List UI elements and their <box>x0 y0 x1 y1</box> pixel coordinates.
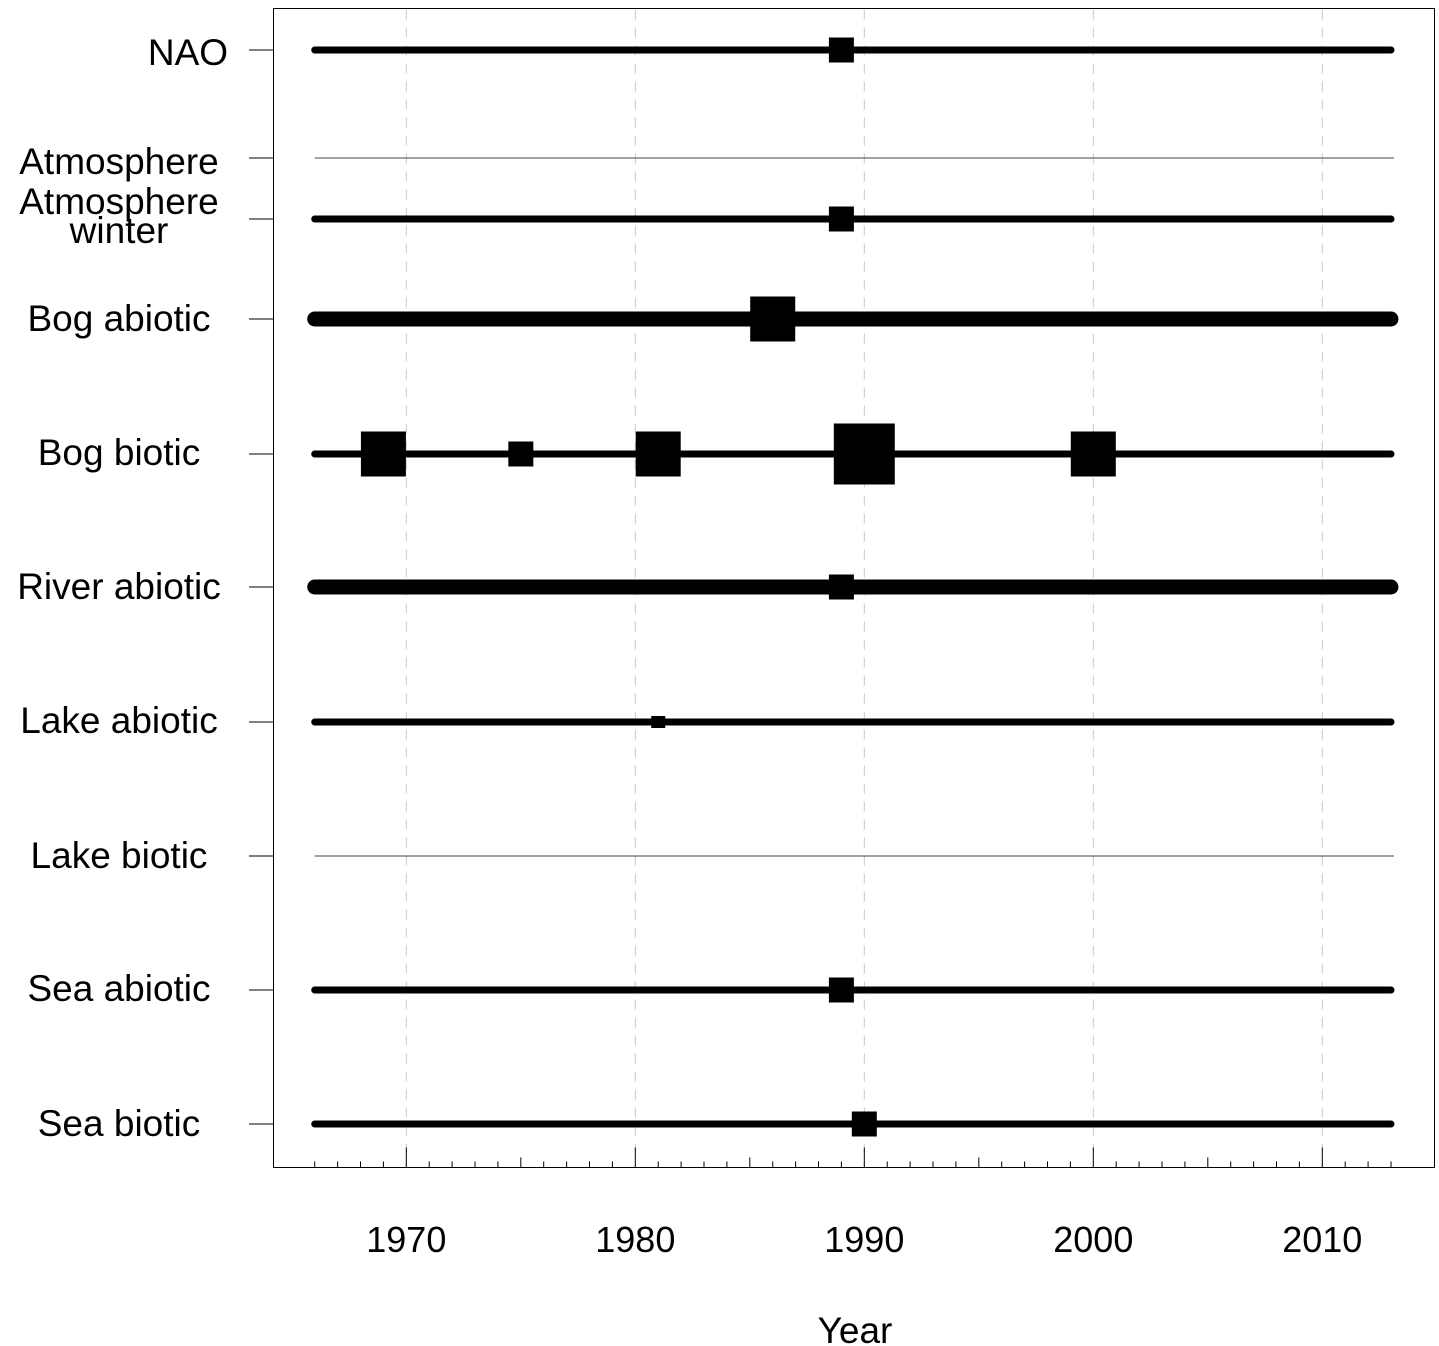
row-label: Bog biotic <box>38 432 201 473</box>
break-point-marker <box>828 574 854 600</box>
break-point-marker <box>1070 431 1116 477</box>
x-tick-label: 2010 <box>1282 1219 1362 1260</box>
row-label: Sea biotic <box>38 1103 201 1144</box>
row-label-line: NAO <box>148 32 228 73</box>
x-tick-label: 1970 <box>366 1219 446 1260</box>
break-point-marker <box>851 1111 877 1137</box>
break-point-marker <box>508 441 534 467</box>
x-tick-label: 2000 <box>1053 1219 1133 1260</box>
row-label-line: River abiotic <box>17 566 221 607</box>
break-point-marker <box>635 431 681 477</box>
row-label: Sea abiotic <box>27 968 210 1009</box>
row-label-line: Atmosphere <box>19 141 219 182</box>
x-tick-label: 1990 <box>824 1219 904 1260</box>
plot-frame <box>273 8 1435 1168</box>
row-label: Atmosphere <box>19 141 219 182</box>
row-label: River abiotic <box>17 566 221 607</box>
row-label: Bog abiotic <box>27 298 210 339</box>
row-label-line: Bog biotic <box>38 432 201 473</box>
row-label: NAO <box>148 32 228 73</box>
row-label-line: winter <box>69 210 169 251</box>
row-label-line: Lake abiotic <box>20 700 217 741</box>
break-point-marker <box>750 296 796 342</box>
row-label-line: Sea biotic <box>38 1103 201 1144</box>
break-point-marker <box>833 423 895 485</box>
break-point-marker <box>828 206 854 232</box>
break-point-marker <box>651 716 666 728</box>
row-label: Atmosphere winter <box>19 181 219 251</box>
break-point-marker <box>828 977 854 1003</box>
break-point-marker <box>360 431 406 477</box>
row-label-line: Atmosphere <box>19 181 219 222</box>
row-label: Lake abiotic <box>20 700 217 741</box>
row-label: Lake biotic <box>31 835 208 876</box>
break-point-marker <box>828 37 854 63</box>
series-group <box>307 37 1399 1137</box>
x-axis: 1970 1980 1990 2000 2010 <box>314 1147 1392 1260</box>
x-axis-title: Year <box>818 1310 893 1346</box>
row-label-line: Bog abiotic <box>27 298 210 339</box>
row-label-line: Sea abiotic <box>27 968 210 1009</box>
row-label-line: Lake biotic <box>31 835 208 876</box>
x-tick-label: 1980 <box>595 1219 675 1260</box>
